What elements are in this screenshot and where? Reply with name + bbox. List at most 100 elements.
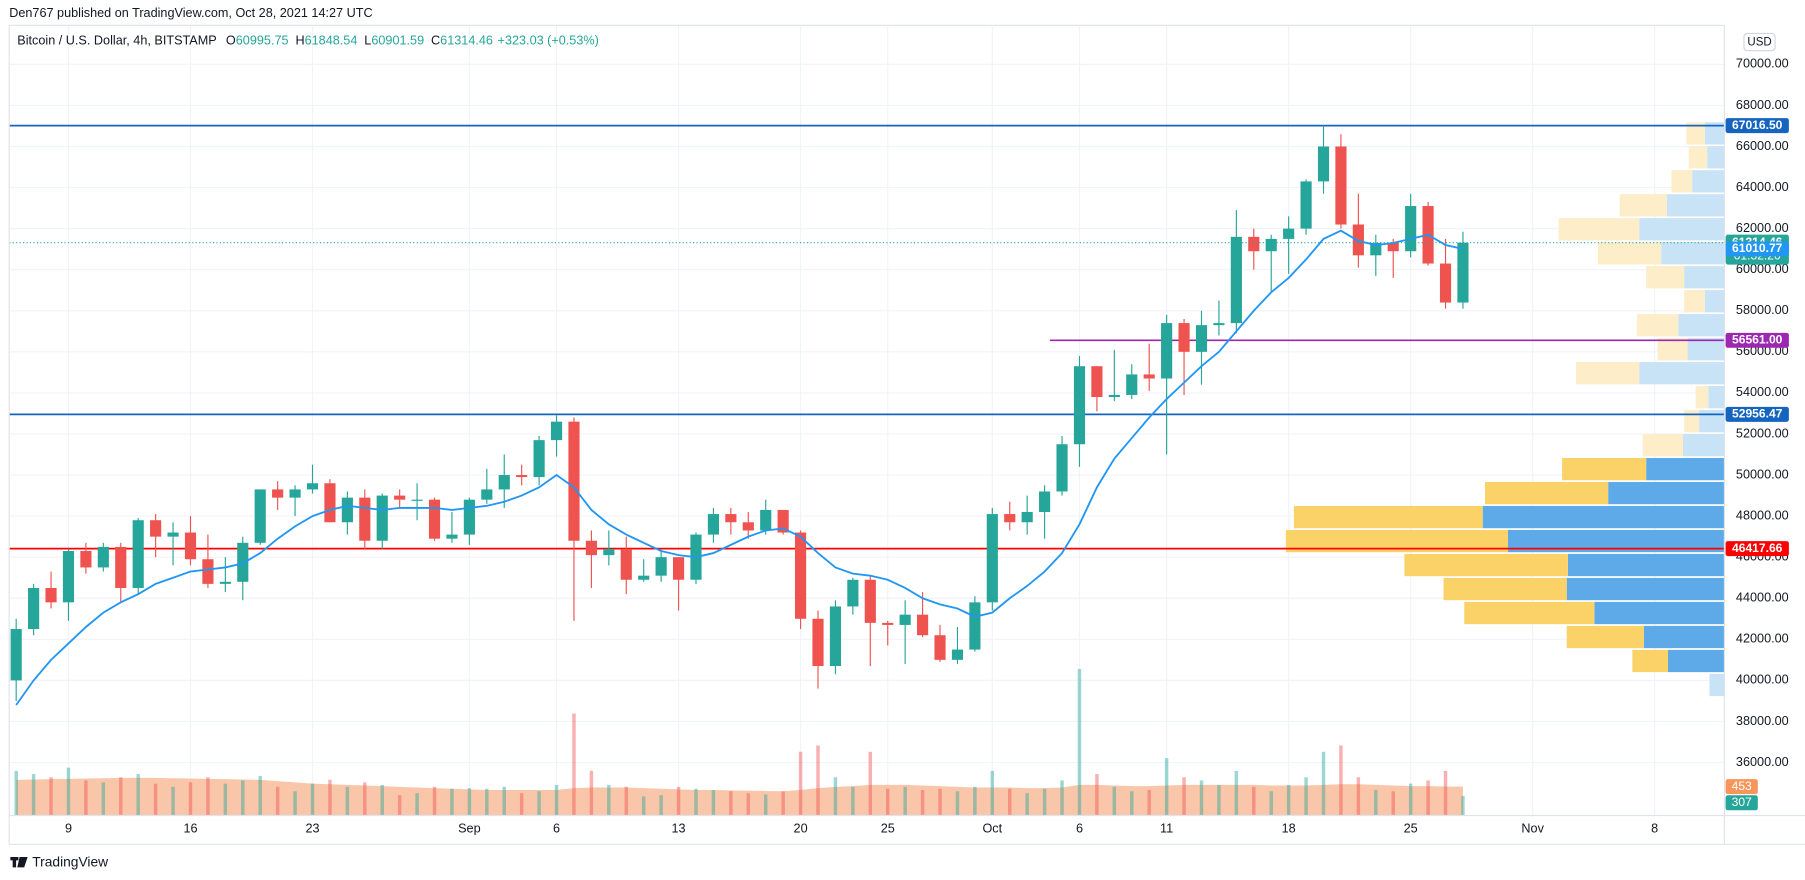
candle-body — [707, 514, 719, 535]
candle-body — [882, 622, 894, 625]
candle-body — [777, 509, 789, 533]
volume-bar — [973, 786, 977, 816]
volume-bar — [955, 791, 960, 816]
candle-body — [97, 546, 109, 568]
legend-item: O — [226, 34, 236, 48]
volume-bar — [1025, 793, 1029, 816]
volume-bar — [537, 791, 541, 816]
profile-up — [1566, 625, 1644, 649]
legend-item: C — [431, 34, 440, 48]
profile-up — [1657, 338, 1688, 361]
volume-bar — [624, 786, 628, 816]
volume-bar — [1095, 774, 1099, 816]
y-tick-label: 64000.00 — [1736, 180, 1789, 194]
profile-down — [1567, 553, 1725, 577]
candle-body — [341, 497, 353, 523]
candle-body — [1248, 236, 1260, 252]
volume-bar — [798, 751, 803, 816]
profile-up — [1684, 410, 1700, 433]
y-tick-label: 44000.00 — [1736, 591, 1789, 605]
footer-brand: TradingView — [32, 853, 108, 869]
candle-body — [1195, 325, 1208, 352]
candle-body — [1039, 491, 1051, 513]
profile-up — [1686, 122, 1705, 145]
volume-bar — [1374, 790, 1378, 816]
y-tick-label: 58000.00 — [1736, 303, 1789, 317]
candle-body — [272, 489, 284, 498]
legend-item: 60995.75 — [236, 34, 289, 48]
level-tag: 56561.00 — [1732, 333, 1783, 347]
candle-body — [167, 532, 179, 537]
level-tag-bg — [1725, 406, 1789, 422]
volume-bar — [886, 788, 890, 816]
x-tick-label: 13 — [672, 822, 686, 836]
level-tag-bg — [1725, 541, 1789, 557]
x-tick-label: 20 — [794, 822, 808, 836]
x-tick-label: 6 — [553, 822, 560, 836]
profile-down — [1684, 266, 1725, 289]
volume-bar — [851, 786, 855, 816]
volume-bar — [345, 786, 350, 816]
profile-up — [1646, 266, 1685, 289]
profile-down — [1639, 362, 1725, 385]
candle-body — [481, 489, 493, 500]
candle-body — [498, 475, 510, 490]
volume-tag-bg — [1725, 795, 1758, 811]
volume-bar — [136, 774, 140, 816]
volume-bar — [363, 782, 367, 816]
profile-down — [1594, 601, 1725, 625]
volume-bar — [1147, 790, 1151, 816]
volume-bar — [432, 786, 437, 816]
candle-body — [1457, 242, 1469, 303]
volume-bar — [781, 791, 785, 816]
volume-bar — [1304, 777, 1308, 816]
candle-body — [1073, 366, 1086, 445]
plot — [9, 25, 1725, 816]
volume-bar — [938, 788, 942, 816]
candle-body — [1370, 243, 1382, 256]
volume-bar — [1077, 668, 1082, 816]
volume-bar — [694, 788, 698, 816]
profile-down — [1508, 529, 1725, 553]
volume-bar — [572, 713, 576, 816]
volume-bar — [467, 788, 472, 816]
candle-body — [219, 581, 231, 584]
volume-bar — [1269, 791, 1273, 816]
volume-bar — [816, 745, 820, 816]
profile-down — [1699, 410, 1725, 433]
profile-up — [1293, 505, 1483, 529]
candle-body — [1213, 323, 1225, 326]
volume-bar — [1008, 788, 1012, 816]
profile-up — [1684, 290, 1705, 313]
currency-box[interactable] — [1743, 32, 1776, 52]
candle-body — [115, 546, 127, 588]
candle-body — [603, 548, 615, 556]
y-tick-label: 38000.00 — [1736, 714, 1789, 728]
profile-down — [1692, 170, 1725, 193]
candle-body — [917, 614, 929, 636]
candle-body — [324, 483, 336, 523]
level-tag-bg — [1725, 118, 1789, 134]
candle-body — [951, 649, 964, 660]
currency: USD — [1747, 37, 1771, 49]
volume-bar — [1182, 777, 1186, 816]
y-tick-label: 68000.00 — [1736, 98, 1789, 112]
volume-bar — [31, 774, 36, 816]
legend-item: +323.03 (+0.53%) — [498, 34, 599, 48]
candle-body — [1126, 374, 1138, 395]
candle-body — [568, 421, 580, 541]
profile-up — [1632, 649, 1669, 673]
volume-bar — [310, 783, 315, 816]
candle-body — [1300, 181, 1312, 229]
volume-bar — [66, 767, 71, 816]
volume-bar — [1461, 795, 1465, 816]
candle-body — [184, 532, 197, 560]
legend-item: 61848.54 — [305, 34, 358, 48]
profile-down — [1709, 673, 1725, 697]
candle-body — [864, 579, 876, 623]
candle-body — [725, 514, 737, 523]
candle-body — [359, 497, 371, 541]
moving-average — [15, 229, 1464, 706]
volume-bar — [119, 777, 123, 816]
